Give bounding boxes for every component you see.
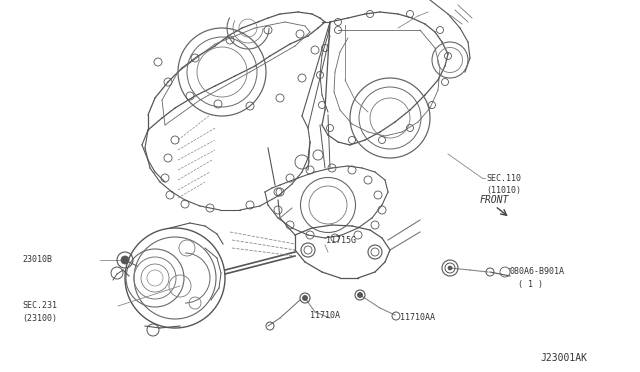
Text: 11715G: 11715G <box>326 235 356 244</box>
Text: SEC.231: SEC.231 <box>22 301 57 311</box>
Text: (23100): (23100) <box>22 314 57 323</box>
Text: 23010B: 23010B <box>22 256 52 264</box>
Circle shape <box>358 292 362 298</box>
Text: ( 1 ): ( 1 ) <box>518 279 543 289</box>
Text: J23001AK: J23001AK <box>540 353 587 363</box>
Text: (11010): (11010) <box>486 186 521 195</box>
Circle shape <box>303 295 307 301</box>
Circle shape <box>448 266 452 270</box>
Text: 11710AA: 11710AA <box>400 314 435 323</box>
Text: FRONT: FRONT <box>480 195 509 205</box>
Text: 11710A: 11710A <box>310 311 340 320</box>
Circle shape <box>121 256 129 264</box>
Text: 080A6-B901A: 080A6-B901A <box>510 267 565 276</box>
Text: SEC.110: SEC.110 <box>486 173 521 183</box>
